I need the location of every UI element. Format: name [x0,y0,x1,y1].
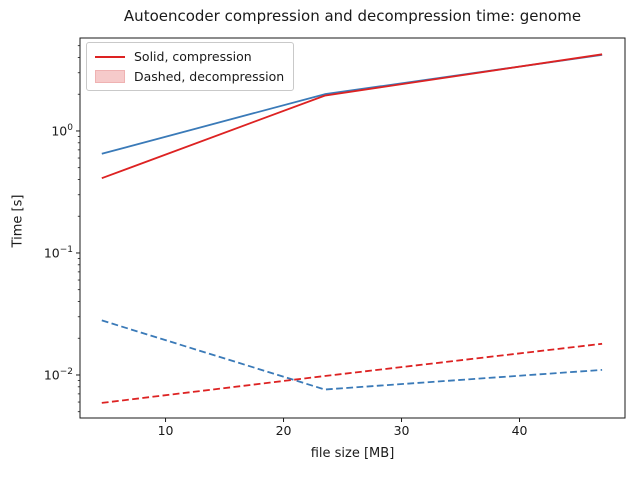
legend-label-decompression: Dashed, decompression [134,69,285,84]
x-tick-label: 20 [276,423,292,438]
legend: Solid, compression Dashed, decompression [86,42,295,91]
x-axis-label: file size [MB] [310,446,395,461]
series-line-red-compression [101,53,603,180]
x-tick-label: 40 [512,423,528,438]
x-tick-label: 10 [158,423,174,438]
series-line-red-decompression [101,342,603,404]
x-tick-label: 30 [394,423,410,438]
legend-item-compression: Solid, compression [95,49,284,64]
y-tick-label: 10−2 [44,367,73,383]
y-tick-label: 10−1 [44,245,73,261]
axes-frame [79,37,626,419]
red-solid-line-swatch [95,55,125,58]
y-tick-label: 100 [51,123,73,139]
light-red-patch-swatch [95,70,125,83]
legend-item-decompression: Dashed, decompression [95,69,284,84]
series-line-blue-decompression [101,319,603,391]
legend-label-compression: Solid, compression [134,49,252,64]
chart-title: Autoencoder compression and decompressio… [123,7,582,25]
